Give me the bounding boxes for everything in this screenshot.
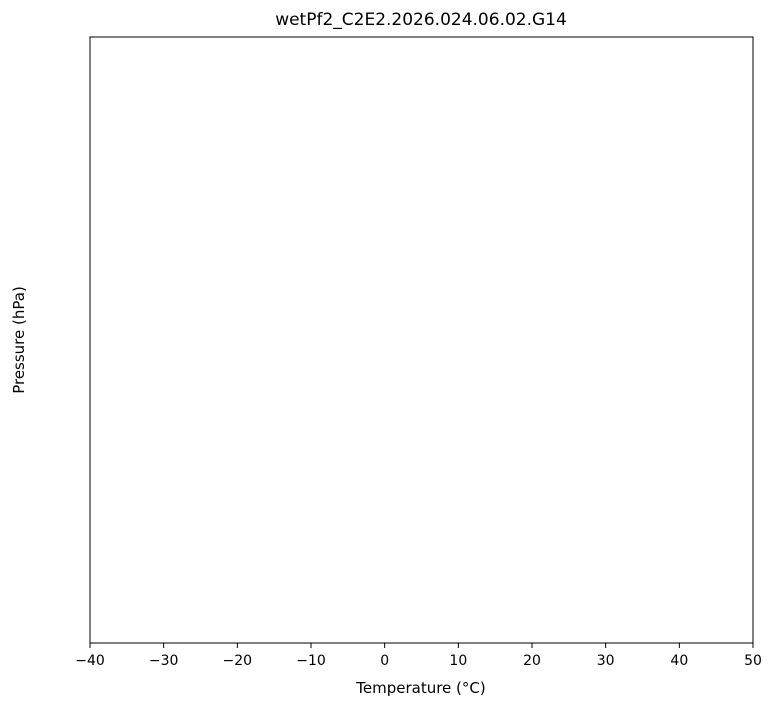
plot-background-layer [90, 37, 753, 643]
x-tick-label: −20 [223, 653, 253, 669]
x-tick-label: 0 [380, 653, 389, 669]
chart-title: wetPf2_C2E2.2026.024.06.02.G14 [275, 10, 567, 30]
x-tick-label: 20 [523, 653, 541, 669]
x-tick-label: 50 [744, 653, 762, 669]
axes-border [89, 36, 754, 644]
x-tick-label: 40 [670, 653, 688, 669]
x-tick-label: −10 [296, 653, 326, 669]
x-axis-title: Temperature (°C) [355, 679, 485, 697]
axes-frame [89, 36, 754, 644]
plot-area [90, 37, 753, 643]
x-tick-label: 10 [449, 653, 467, 669]
x-tick-label: −40 [75, 653, 105, 669]
x-tick-label: −30 [149, 653, 179, 669]
y-axis-title: Pressure (hPa) [10, 286, 28, 394]
x-tick-label: 30 [597, 653, 615, 669]
axis-ticks: −40−30−20−100102030405010009008007006005… [75, 643, 762, 669]
